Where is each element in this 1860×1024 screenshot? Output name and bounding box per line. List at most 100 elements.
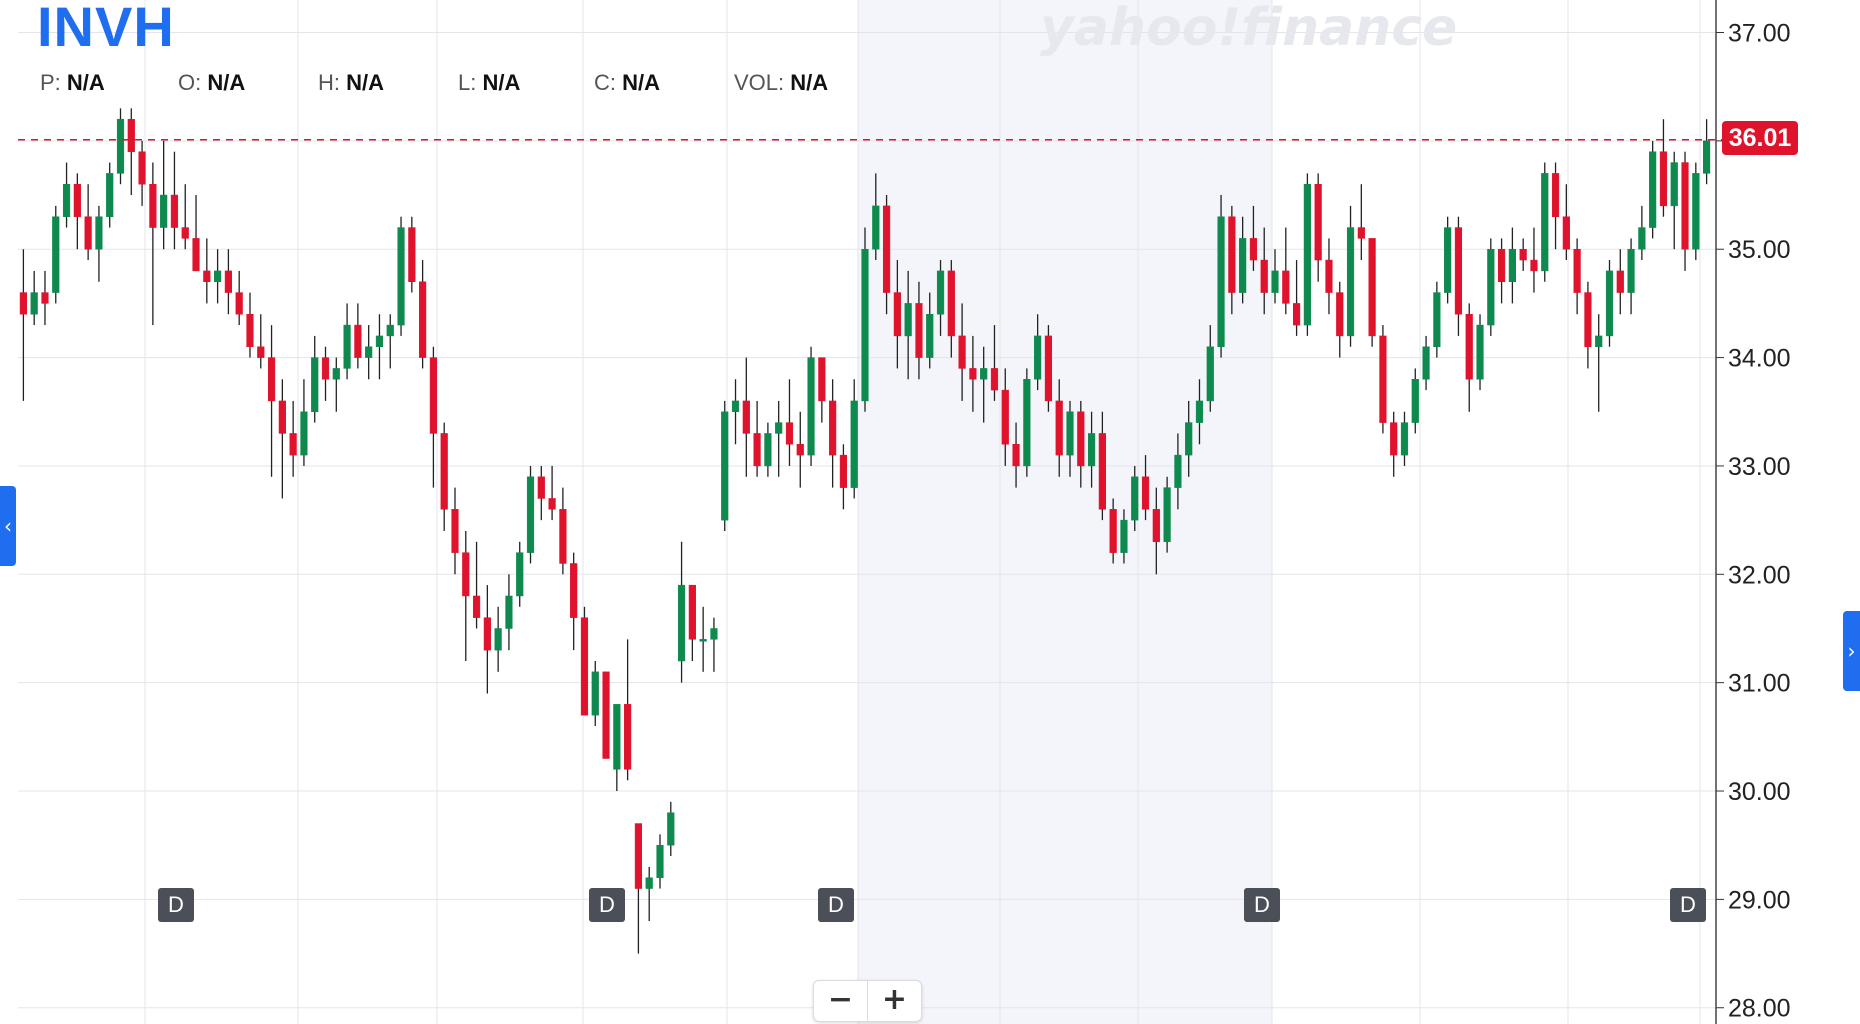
candle-body xyxy=(829,400,837,456)
dividend-marker[interactable]: D xyxy=(818,888,854,922)
candle-body xyxy=(1692,173,1700,250)
dividend-marker[interactable]: D xyxy=(1244,888,1280,922)
candle-body xyxy=(1551,173,1560,217)
candle-body xyxy=(904,303,912,337)
ohlc-open-label: O: xyxy=(178,70,202,95)
candle-body xyxy=(710,628,718,640)
candle-body xyxy=(257,346,265,358)
y-tick-label: 37.00 xyxy=(1728,20,1791,48)
candle-body xyxy=(861,248,869,402)
dividend-marker[interactable]: D xyxy=(158,888,194,922)
candle-body xyxy=(494,628,502,651)
candle-body xyxy=(1519,248,1527,261)
candle-body xyxy=(354,324,362,358)
candle-body xyxy=(386,324,394,337)
dividend-marker[interactable]: D xyxy=(589,888,625,922)
candle-body xyxy=(1163,487,1171,543)
candle-body xyxy=(580,617,589,716)
candle-body xyxy=(1379,335,1387,423)
candle-body xyxy=(472,595,481,618)
candle-body xyxy=(1314,183,1322,261)
ohlc-volume: VOL: N/A xyxy=(734,70,828,96)
zoom-out-button[interactable]: − xyxy=(814,981,868,1021)
candle-body xyxy=(1141,476,1150,510)
candle-body xyxy=(926,313,934,358)
highlight-band xyxy=(858,0,1272,1024)
candle-body xyxy=(516,552,524,597)
candle-body xyxy=(1595,335,1603,348)
candle-body xyxy=(721,411,729,521)
y-tick-label: 34.00 xyxy=(1728,345,1791,373)
candle-body xyxy=(332,368,340,380)
candle-body xyxy=(343,324,351,369)
candle-body xyxy=(1476,324,1484,380)
candle-body xyxy=(1174,454,1182,488)
candle-body xyxy=(1303,183,1311,326)
candle-body xyxy=(882,205,891,293)
candle-body xyxy=(969,368,977,380)
candle-body xyxy=(893,292,901,337)
candle-body xyxy=(1055,400,1063,456)
candle-body xyxy=(1228,216,1236,293)
candle-body xyxy=(850,400,858,488)
candle-body xyxy=(246,313,254,348)
candle-body xyxy=(1627,248,1635,293)
candle-body xyxy=(1012,444,1020,467)
y-tick-label: 28.00 xyxy=(1728,995,1791,1023)
candle-body xyxy=(95,216,103,250)
candle-body xyxy=(936,270,945,315)
candle-body xyxy=(688,584,696,640)
candle-body xyxy=(30,292,38,315)
candle-body xyxy=(1638,227,1646,250)
candle-body xyxy=(839,454,848,488)
ohlc-price: P: N/A xyxy=(40,70,105,96)
candle-body xyxy=(62,183,71,217)
candle-body xyxy=(1325,259,1333,293)
candle-body xyxy=(775,422,783,434)
dividend-marker[interactable]: D xyxy=(1670,888,1706,922)
candle-body xyxy=(677,584,686,662)
candle-body xyxy=(1195,400,1204,423)
ohlc-low-value: N/A xyxy=(482,70,521,95)
candle-body xyxy=(1508,248,1516,282)
candle-body xyxy=(1659,151,1668,207)
chevron-right-icon[interactable]: › xyxy=(1843,611,1860,691)
ticker-symbol: INVH xyxy=(37,0,175,58)
candle-body xyxy=(1530,259,1538,272)
candle-body xyxy=(1098,433,1106,510)
chevron-left-icon[interactable]: ‹ xyxy=(0,486,16,566)
candle-body xyxy=(1573,248,1581,293)
candle-body xyxy=(645,877,653,889)
candle-body xyxy=(73,183,81,217)
candle-body xyxy=(537,476,545,499)
candle-body xyxy=(526,476,535,553)
candle-body xyxy=(1541,173,1549,272)
candle-body xyxy=(753,433,761,467)
y-tick-label: 35.00 xyxy=(1728,236,1791,264)
candle-body xyxy=(1249,238,1258,261)
candle-body xyxy=(127,118,135,152)
candle-body xyxy=(1400,422,1409,456)
zoom-in-button[interactable]: + xyxy=(881,982,908,1017)
candle-body xyxy=(365,346,373,358)
candle-body xyxy=(1001,389,1009,445)
ohlc-close: C: N/A xyxy=(594,70,660,96)
candle-body xyxy=(84,216,92,250)
candle-body xyxy=(419,281,427,358)
candle-body xyxy=(1411,379,1419,423)
candle-body xyxy=(116,118,125,174)
ohlc-volume-value: N/A xyxy=(790,70,829,95)
candle-body xyxy=(1562,216,1570,250)
candle-body xyxy=(41,292,49,304)
candle-body xyxy=(1681,162,1689,250)
candle-body xyxy=(321,357,330,380)
ohlc-volume-label: VOL: xyxy=(734,70,785,95)
candle-body xyxy=(278,400,286,434)
ohlc-price-label: P: xyxy=(40,70,61,95)
candle-body xyxy=(796,444,804,456)
candle-body xyxy=(408,227,416,282)
candle-body xyxy=(1605,270,1614,337)
candle-body xyxy=(429,357,438,434)
candle-body xyxy=(267,357,276,402)
